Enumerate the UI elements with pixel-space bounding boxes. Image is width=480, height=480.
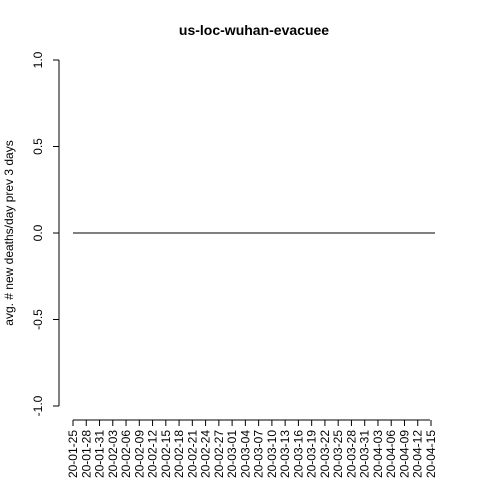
x-tick-label: 20-02-15 [159,430,173,478]
x-tick-label: 20-03-28 [344,430,358,478]
x-tick-label: 20-04-06 [384,430,398,478]
x-tick-label: 20-01-25 [66,430,80,478]
x-tick-label: 20-02-18 [172,430,186,478]
x-tick-label: 20-04-15 [424,430,438,478]
x-tick-label: 20-03-16 [291,430,305,478]
x-tick-label: 20-03-25 [331,430,345,478]
x-tick-label: 20-03-04 [238,430,252,478]
x-tick-label: 20-01-28 [79,430,93,478]
y-tick-label: -1.0 [31,395,45,416]
y-ticks: -1.0 -0.5 0.0 0.5 1.0 [31,51,59,416]
x-tick-label: 20-02-06 [119,430,133,478]
x-tick-label: 20-02-12 [146,430,160,478]
x-tick-label: 20-03-19 [305,430,319,478]
x-tick-label: 20-03-22 [318,430,332,478]
x-tick-label: 20-03-10 [265,430,279,478]
x-tick-label: 20-04-03 [371,430,385,478]
x-tick-label: 20-03-01 [225,430,239,478]
y-tick-label: -0.5 [31,309,45,330]
x-tick-label: 20-03-31 [358,430,372,478]
x-tick-label: 20-02-03 [106,430,120,478]
x-tick-label: 20-02-27 [212,430,226,478]
x-tick-label: 20-03-07 [252,430,266,478]
x-tick-label: 20-03-13 [278,430,292,478]
x-tick-label: 20-04-12 [411,430,425,478]
y-tick-label: 0.0 [31,224,45,241]
x-ticks: 20-01-25 20-01-28 20-01-31 20-02-03 20-02-06… [66,420,438,478]
chart-title: us-loc-wuhan-evacuee [179,22,329,38]
y-tick-label: 1.0 [31,51,45,68]
x-tick-label: 20-04-09 [397,430,411,478]
y-axis-label: avg. # new deaths/day prev 3 days [2,140,16,325]
y-tick-label: 0.5 [31,138,45,155]
x-tick-label: 20-01-31 [93,430,107,478]
x-tick-label: 20-02-24 [199,430,213,478]
x-tick-label: 20-02-21 [185,430,199,478]
x-tick-label: 20-02-09 [132,430,146,478]
